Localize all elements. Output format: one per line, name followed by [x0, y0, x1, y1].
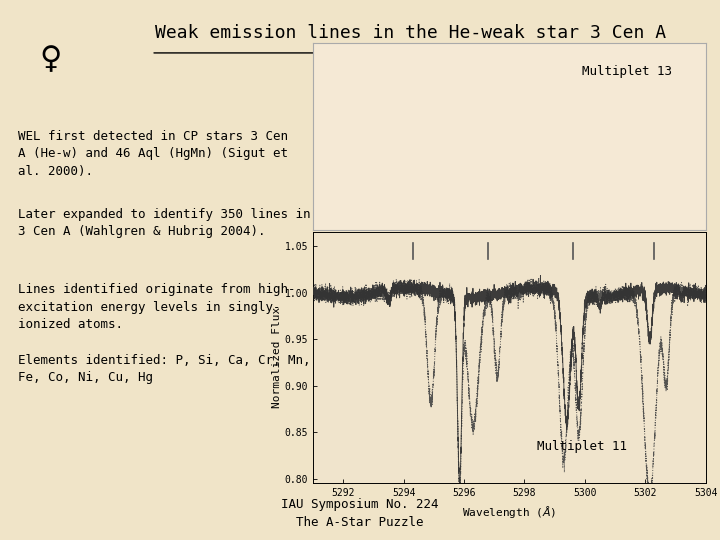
Text: WEL first detected in CP stars 3 Cen
A (He-w) and 46 Aql (HgMn) (Sigut et
al. 20: WEL first detected in CP stars 3 Cen A (… — [18, 130, 288, 178]
Text: ♀: ♀ — [39, 45, 62, 74]
Text: The A-Star Puzzle: The A-Star Puzzle — [296, 516, 424, 529]
Text: IAU Symposium No. 224: IAU Symposium No. 224 — [282, 498, 438, 511]
Text: Later expanded to identify 350 lines in
3 Cen A (Wahlgren & Hubrig 2004).: Later expanded to identify 350 lines in … — [18, 208, 310, 238]
Text: Multiplet 13: Multiplet 13 — [582, 65, 672, 78]
Text: Weak emission lines in the He-weak star 3 Cen A: Weak emission lines in the He-weak star … — [155, 24, 666, 42]
Y-axis label: Normalized Flux: Normalized Flux — [272, 307, 282, 408]
Text: Multiplet 11: Multiplet 11 — [537, 440, 627, 453]
Text: Lines identified originate from high-
excitation energy levels in singly-
ionize: Lines identified originate from high- ex… — [18, 284, 295, 332]
Text: Elements identified: P, Si, Ca, Cr, Mn,
Fe, Co, Ni, Cu, Hg: Elements identified: P, Si, Ca, Cr, Mn, … — [18, 354, 310, 384]
X-axis label: Wavelength ($\AA$): Wavelength ($\AA$) — [462, 504, 557, 519]
